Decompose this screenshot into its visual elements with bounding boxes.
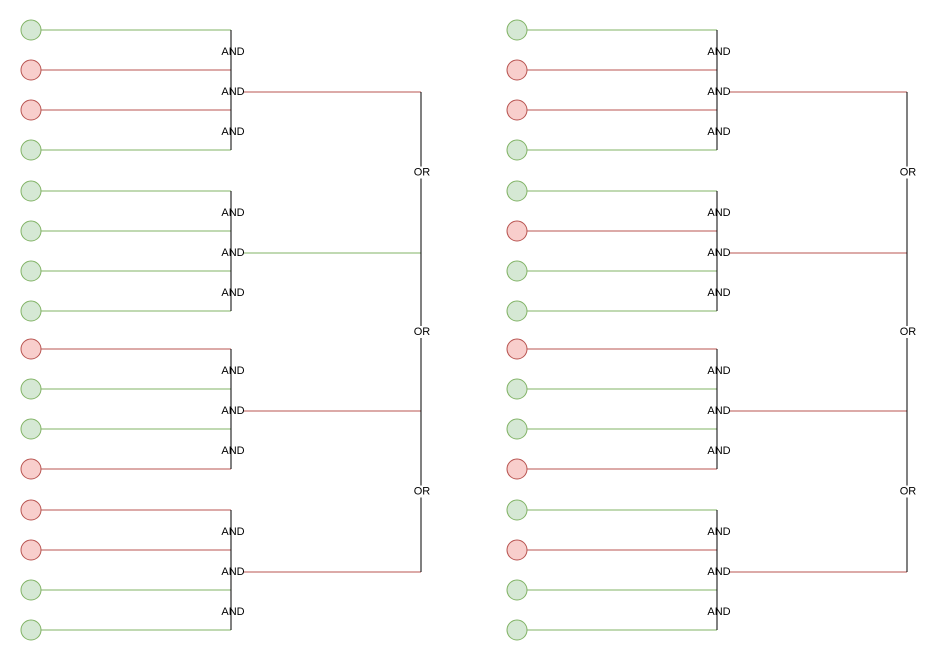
input-true-node: [20, 180, 42, 202]
and-label: AND: [221, 445, 244, 457]
input-false-node: [506, 220, 528, 242]
input-true-node: [506, 378, 528, 400]
and-label: AND: [221, 606, 244, 618]
and-label: AND: [221, 46, 244, 58]
input-false-node: [20, 499, 42, 521]
input-true-node: [506, 418, 528, 440]
input-false-node: [20, 59, 42, 81]
and-group-3: AND AND AND: [506, 338, 907, 480]
or-label-bg: [899, 166, 915, 179]
input-true-node: [506, 19, 528, 41]
and-label: AND: [221, 405, 244, 417]
input-false-node: [506, 458, 528, 480]
input-true-node: [506, 300, 528, 322]
circuit-2: AND AND AND AND AND AND AND AND AND AND AND AND OR OR…: [506, 19, 917, 641]
and-label: AND: [707, 445, 730, 457]
input-true-node: [20, 139, 42, 161]
or-label: OR: [414, 167, 431, 179]
input-true-node: [506, 579, 528, 601]
input-false-node: [506, 338, 528, 360]
input-false-node: [506, 99, 528, 121]
and-label: AND: [707, 526, 730, 538]
input-true-node: [20, 579, 42, 601]
input-false-node: [506, 539, 528, 561]
or-label-bg: [413, 326, 429, 338]
and-label: AND: [707, 365, 730, 377]
and-label: AND: [707, 126, 730, 138]
input-true-node: [20, 378, 42, 400]
and-label: AND: [221, 526, 244, 538]
and-label: AND: [707, 566, 730, 578]
or-label: OR: [900, 167, 917, 179]
and-label: AND: [221, 86, 244, 98]
and-group-4: AND AND AND: [506, 499, 907, 641]
and-label: AND: [221, 566, 244, 578]
input-false-node: [506, 59, 528, 81]
input-true-node: [506, 499, 528, 521]
input-true-node: [20, 418, 42, 440]
and-label: AND: [221, 287, 244, 299]
or-label-bg: [899, 326, 915, 338]
input-true-node: [20, 220, 42, 242]
or-label: OR: [900, 486, 917, 498]
input-true-node: [506, 139, 528, 161]
or-label-bg: [899, 485, 915, 498]
and-label: AND: [707, 46, 730, 58]
input-false-node: [20, 458, 42, 480]
input-false-node: [20, 539, 42, 561]
or-label: OR: [414, 326, 431, 338]
input-true-node: [506, 260, 528, 282]
or-label-bg: [413, 485, 429, 498]
and-label: AND: [221, 126, 244, 138]
input-true-node: [20, 619, 42, 641]
and-label: AND: [707, 247, 730, 259]
or-label: OR: [900, 326, 917, 338]
and-group-2: AND AND AND: [20, 180, 421, 322]
input-true-node: [20, 300, 42, 322]
and-label: AND: [221, 207, 244, 219]
input-false-node: [20, 338, 42, 360]
or-label: OR: [414, 486, 431, 498]
and-group-4: AND AND AND: [20, 499, 421, 641]
input-true-node: [20, 19, 42, 41]
input-false-node: [20, 99, 42, 121]
and-label: AND: [707, 86, 730, 98]
and-group-1: AND AND AND: [20, 19, 421, 161]
and-label: AND: [221, 247, 244, 259]
input-true-node: [506, 619, 528, 641]
and-group-3: AND AND AND: [20, 338, 421, 480]
and-label: AND: [707, 207, 730, 219]
and-label: AND: [707, 606, 730, 618]
and-label: AND: [221, 365, 244, 377]
input-true-node: [20, 260, 42, 282]
and-group-1: AND AND AND: [506, 19, 907, 161]
and-label: AND: [707, 405, 730, 417]
and-label: AND: [707, 287, 730, 299]
circuit-1: AND AND AND AND AND AND AND AND AND AND AND AND OR OR…: [20, 19, 431, 641]
input-true-node: [506, 180, 528, 202]
and-group-2: AND AND AND: [506, 180, 907, 322]
or-label-bg: [413, 166, 429, 179]
